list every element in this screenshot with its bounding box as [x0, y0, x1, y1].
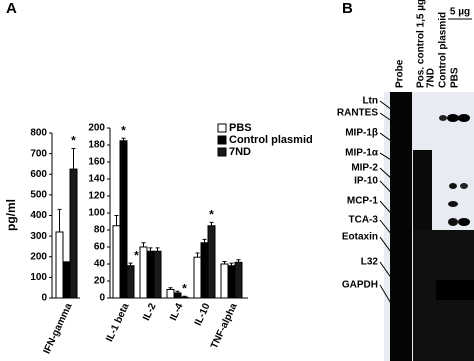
- x-tick-label: TNF-alpha: [209, 301, 240, 350]
- significance-mark: *: [182, 281, 187, 295]
- bar: [112, 225, 121, 299]
- panel-label: A: [6, 0, 17, 17]
- error-bar: [182, 295, 187, 298]
- band-label: L32: [361, 257, 379, 268]
- y-tick-label: 500: [30, 190, 47, 201]
- lane-label: Control plasmid: [438, 12, 449, 88]
- lane-label: Pos. control 1,5 µg: [416, 0, 427, 88]
- error-bar: [175, 290, 180, 293]
- y-tick-label: 180: [88, 140, 105, 151]
- error-bar: [168, 287, 173, 290]
- error-bar: [57, 208, 62, 232]
- x-tick-label: IL-4: [168, 301, 186, 322]
- x-tick-label: IFN-gamma: [42, 301, 75, 355]
- y-tick-label: 400: [30, 210, 47, 221]
- band-label: TCA-3: [349, 215, 379, 226]
- bar: [207, 225, 216, 299]
- bar: [126, 265, 135, 299]
- y-axis-label: pg/ml: [4, 199, 18, 231]
- panel-label: B: [342, 0, 353, 17]
- bar: [234, 261, 243, 299]
- significance-mark: *: [209, 208, 214, 222]
- lane-label: 7ND: [426, 68, 437, 88]
- legend-swatch: [217, 135, 227, 145]
- band-label: MIP-1α: [345, 148, 379, 159]
- bar: [62, 261, 71, 299]
- y-tick-label: 700: [30, 148, 47, 159]
- x-tick-label: IL-1 beta: [104, 301, 132, 343]
- band-label: MIP-2: [351, 163, 378, 174]
- dose-label: 5 µg: [450, 7, 470, 18]
- y-tick-label: 300: [30, 231, 47, 242]
- error-bar: [155, 247, 160, 252]
- y-tick-label: 0: [41, 293, 47, 304]
- bar: [55, 231, 64, 299]
- y-tick-label: 20: [94, 276, 106, 287]
- error-bar: [114, 215, 119, 226]
- legend-swatch: [217, 123, 227, 133]
- bar: [193, 256, 202, 299]
- bar: [173, 292, 182, 299]
- band-label: RANTES: [337, 108, 378, 119]
- error-bar: [236, 259, 241, 263]
- error-bar: [141, 242, 146, 247]
- legend-label: 7ND: [229, 146, 251, 158]
- bar: [227, 265, 236, 299]
- y-tick-label: 100: [30, 272, 47, 283]
- error-bar: [222, 260, 227, 264]
- y-tick-label: 120: [88, 191, 105, 202]
- error-bar: [202, 238, 207, 243]
- band-label: IP-10: [354, 176, 378, 187]
- legend-swatch: [217, 147, 227, 157]
- y-tick-label: 140: [88, 174, 105, 185]
- band-label: MIP-1β: [345, 128, 378, 139]
- blot-image: [384, 92, 474, 361]
- y-tick-label: 80: [94, 225, 106, 236]
- bar: [146, 250, 155, 299]
- x-tick-label: IL-10: [193, 301, 213, 327]
- error-bar: [121, 137, 126, 141]
- y-tick-label: 100: [88, 208, 105, 219]
- error-bar: [229, 262, 234, 266]
- significance-mark: *: [134, 248, 139, 262]
- error-bar: [209, 221, 214, 226]
- bar: [200, 242, 209, 299]
- bar: [153, 250, 162, 299]
- y-tick-label: 40: [94, 259, 106, 270]
- y-tick-label: 0: [99, 293, 105, 304]
- bar: [220, 263, 229, 299]
- error-bar: [128, 262, 133, 266]
- legend-label: Control plasmid: [229, 134, 313, 146]
- error-bar: [71, 147, 76, 170]
- legend-label: PBS: [229, 122, 252, 134]
- error-bar: [148, 247, 153, 252]
- band-label: GAPDH: [342, 280, 378, 291]
- bar: [180, 296, 189, 299]
- x-tick-label: IL-2: [141, 301, 159, 322]
- lane-label: Probe: [395, 59, 406, 88]
- band-label: MCP-1: [347, 196, 379, 207]
- error-bar: [195, 252, 200, 258]
- y-tick-label: 600: [30, 169, 47, 180]
- y-tick-label: 800: [30, 128, 47, 139]
- bar: [119, 140, 128, 299]
- significance-mark: *: [71, 134, 76, 148]
- y-tick-label: 200: [88, 123, 105, 134]
- blot-pointers: [379, 100, 405, 326]
- y-tick-label: 200: [30, 251, 47, 262]
- bar: [69, 168, 78, 299]
- significance-mark: *: [121, 123, 126, 137]
- band-label: Ltn: [362, 96, 378, 107]
- y-tick-label: 60: [94, 242, 106, 253]
- bar: [139, 246, 148, 299]
- lane-label: PBS: [450, 67, 461, 88]
- band-label: Eotaxin: [342, 232, 378, 243]
- y-tick-label: 160: [88, 157, 105, 168]
- bar: [166, 289, 175, 299]
